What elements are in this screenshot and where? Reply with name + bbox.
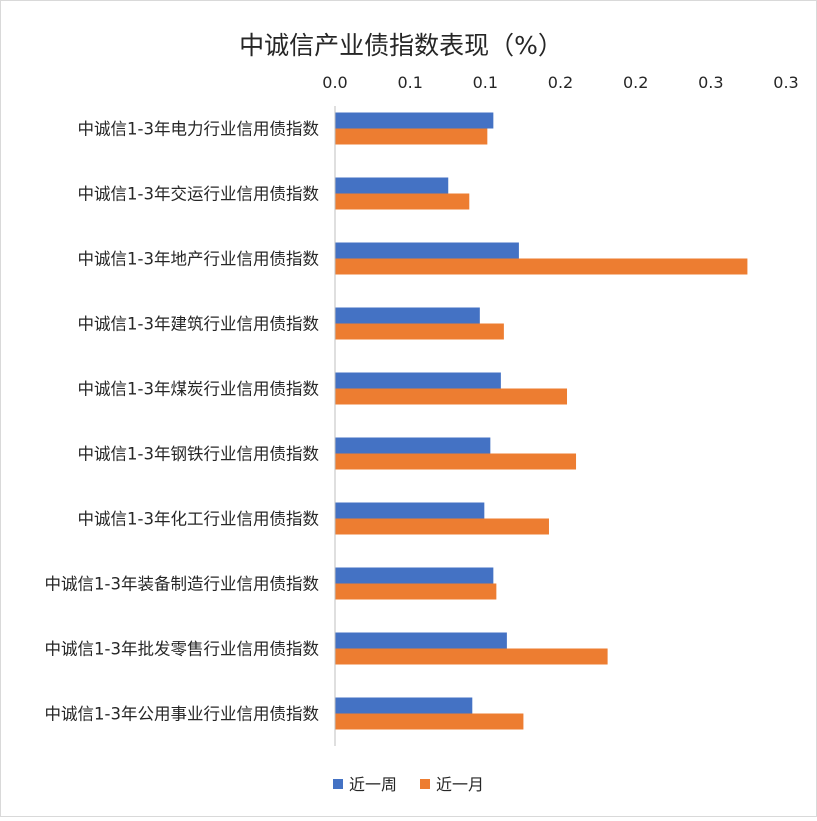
category-label: 中诚信1-3年煤炭行业信用债指数	[78, 380, 320, 399]
bar-week	[335, 372, 501, 389]
legend-swatch-week	[333, 779, 343, 789]
bar-week	[335, 437, 491, 454]
x-tick-label: 0.2	[548, 73, 573, 92]
category-label: 中诚信1-3年化工行业信用债指数	[78, 510, 320, 529]
legend-label-week: 近一周	[349, 775, 397, 794]
category-labels: 中诚信1-3年电力行业信用债指数中诚信1-3年交运行业信用债指数中诚信1-3年地…	[45, 120, 320, 724]
bar-month	[335, 258, 748, 275]
category-label: 中诚信1-3年公用事业行业信用债指数	[45, 705, 320, 724]
bar-month	[335, 193, 470, 210]
bar-week	[335, 567, 494, 584]
bar-month	[335, 323, 504, 340]
x-axis-ticks: 0.0 0.1 0.1 0.2 0.2 0.3 0.3	[322, 73, 798, 92]
category-label: 中诚信1-3年交运行业信用债指数	[78, 185, 320, 204]
bar-month	[335, 388, 568, 405]
bar-week	[335, 242, 519, 259]
category-label: 中诚信1-3年钢铁行业信用债指数	[78, 445, 320, 464]
bar-week	[335, 697, 473, 714]
category-label: 中诚信1-3年建筑行业信用债指数	[78, 315, 320, 334]
bar-month	[335, 128, 488, 145]
category-label: 中诚信1-3年装备制造行业信用债指数	[45, 575, 320, 594]
legend-swatch-month	[420, 779, 430, 789]
legend: 近一周 近一月	[333, 775, 484, 794]
legend-label-month: 近一月	[436, 775, 484, 794]
bar-week	[335, 502, 485, 519]
bar-week	[335, 632, 507, 649]
category-label: 中诚信1-3年地产行业信用债指数	[78, 250, 320, 269]
x-tick-label: 0.3	[698, 73, 723, 92]
bar-week	[335, 307, 480, 324]
x-tick-label: 0.0	[322, 73, 347, 92]
bar-month	[335, 518, 549, 535]
bar-week	[335, 112, 494, 129]
x-tick-label: 0.2	[623, 73, 648, 92]
category-label: 中诚信1-3年批发零售行业信用债指数	[45, 640, 320, 659]
chart-title: 中诚信产业债指数表现（%）	[239, 31, 563, 60]
x-tick-label: 0.3	[773, 73, 798, 92]
bar-month	[335, 648, 608, 665]
bar-week	[335, 177, 449, 194]
category-label: 中诚信1-3年电力行业信用债指数	[78, 120, 320, 139]
bar-month	[335, 583, 497, 600]
bar-month	[335, 713, 524, 730]
bars	[335, 112, 748, 730]
x-tick-label: 0.1	[397, 73, 422, 92]
bar-month	[335, 453, 577, 470]
x-tick-label: 0.1	[473, 73, 498, 92]
